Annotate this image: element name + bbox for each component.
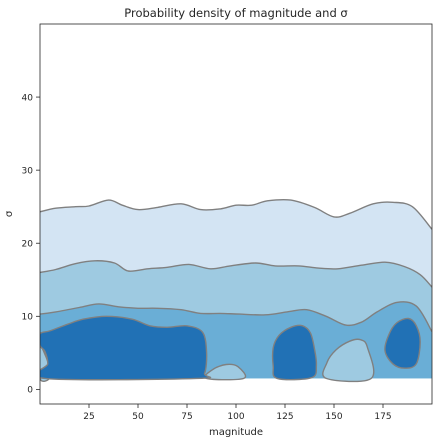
y-tick-label: 30 (22, 166, 34, 176)
level3-contour-line (40, 301, 432, 333)
x-axis-label: magnitude (209, 427, 263, 438)
x-tick-label: 100 (227, 412, 244, 422)
level3-hole-2 (322, 338, 375, 383)
chart-title: Probability density of magnitude and σ (124, 6, 347, 20)
level4-region-0 (40, 315, 212, 381)
level1-contour-line (40, 198, 432, 230)
x-tick-label: 25 (83, 412, 94, 422)
contour-fills (40, 199, 432, 383)
y-axis-ticks: 0 10 20 30 40 (22, 93, 40, 396)
level4-region-2 (384, 317, 421, 369)
x-tick-label: 50 (132, 412, 144, 422)
x-tick-label: 75 (181, 412, 192, 422)
y-tick-label: 0 (27, 386, 33, 396)
y-tick-label: 10 (22, 313, 34, 323)
y-axis-label: σ (4, 210, 15, 217)
x-tick-label: 125 (276, 412, 293, 422)
level2-contour-line (40, 260, 432, 288)
level4-region-1 (271, 324, 318, 381)
x-tick-label: 150 (325, 412, 342, 422)
x-axis-ticks: 25 50 75 100 125 150 175 (83, 404, 392, 422)
y-tick-label: 40 (22, 93, 34, 103)
x-tick-label: 175 (374, 412, 391, 422)
level3-hole-1 (204, 363, 247, 381)
y-tick-label: 20 (22, 239, 34, 249)
contour-lines (40, 198, 432, 333)
